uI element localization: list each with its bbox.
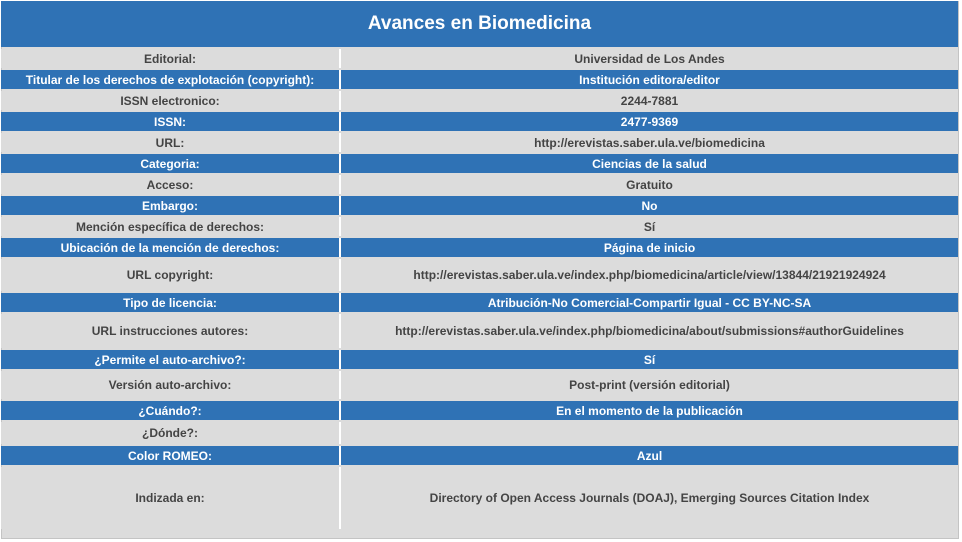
value-where <box>339 422 958 444</box>
label-author-guidelines: URL instrucciones autores: <box>1 314 339 348</box>
value-self-archiving: Sí <box>339 350 958 369</box>
row-romeo-color: Color ROMEO: Azul <box>1 446 958 465</box>
value-rights-mention: Sí <box>339 217 958 236</box>
row-indexed-in: Indizada en: Directory of Open Access Jo… <box>1 467 958 529</box>
value-category: Ciencias de la salud <box>339 154 958 173</box>
row-issn: ISSN: 2477-9369 <box>1 112 958 131</box>
row-editorial: Editorial: Universidad de Los Andes <box>1 49 958 68</box>
row-license-type: Tipo de licencia: Atribución-No Comercia… <box>1 293 958 312</box>
row-author-guidelines: URL instrucciones autores: http://erevis… <box>1 314 958 348</box>
label-url: URL: <box>1 133 339 152</box>
row-access: Acceso: Gratuito <box>1 175 958 194</box>
page-title: Avances en Biomedicina <box>1 1 958 47</box>
label-issn-electronic: ISSN electronico: <box>1 91 339 110</box>
row-self-archiving: ¿Permite el auto-archivo?: Sí <box>1 350 958 369</box>
row-archiving-version: Versión auto-archivo: Post-print (versió… <box>1 371 958 399</box>
row-url: URL: http://erevistas.saber.ula.ve/biome… <box>1 133 958 152</box>
value-issn-electronic: 2244-7881 <box>339 91 958 110</box>
label-archiving-version: Versión auto-archivo: <box>1 371 339 399</box>
label-indexed-in: Indizada en: <box>1 467 339 529</box>
label-when: ¿Cuándo?: <box>1 401 339 420</box>
value-url: http://erevistas.saber.ula.ve/biomedicin… <box>339 133 958 152</box>
row-where: ¿Dónde?: <box>1 422 958 444</box>
label-url-copyright: URL copyright: <box>1 259 339 291</box>
label-rights-mention: Mención específica de derechos: <box>1 217 339 236</box>
value-romeo-color: Azul <box>339 446 958 465</box>
value-indexed-in: Directory of Open Access Journals (DOAJ)… <box>339 467 958 529</box>
label-copyright-holder: Titular de los derechos de explotación (… <box>1 70 339 89</box>
row-url-copyright: URL copyright: http://erevistas.saber.ul… <box>1 259 958 291</box>
label-license-type: Tipo de licencia: <box>1 293 339 312</box>
row-rights-mention: Mención específica de derechos: Sí <box>1 217 958 236</box>
value-rights-location: Página de inicio <box>339 238 958 257</box>
label-where: ¿Dónde?: <box>1 422 339 444</box>
journal-details-table: Editorial: Universidad de Los Andes Titu… <box>1 47 958 531</box>
value-author-guidelines: http://erevistas.saber.ula.ve/index.php/… <box>339 314 958 348</box>
value-url-copyright: http://erevistas.saber.ula.ve/index.php/… <box>339 259 958 291</box>
label-editorial: Editorial: <box>1 49 339 68</box>
value-access: Gratuito <box>339 175 958 194</box>
label-self-archiving: ¿Permite el auto-archivo?: <box>1 350 339 369</box>
row-embargo: Embargo: No <box>1 196 958 215</box>
row-category: Categoria: Ciencias de la salud <box>1 154 958 173</box>
label-issn: ISSN: <box>1 112 339 131</box>
label-embargo: Embargo: <box>1 196 339 215</box>
value-editorial: Universidad de Los Andes <box>339 49 958 68</box>
row-rights-location: Ubicación de la mención de derechos: Pág… <box>1 238 958 257</box>
row-copyright-holder: Titular de los derechos de explotación (… <box>1 70 958 89</box>
value-issn: 2477-9369 <box>339 112 958 131</box>
label-category: Categoria: <box>1 154 339 173</box>
value-embargo: No <box>339 196 958 215</box>
row-issn-electronic: ISSN electronico: 2244-7881 <box>1 91 958 110</box>
value-archiving-version: Post-print (versión editorial) <box>339 371 958 399</box>
value-license-type: Atribución-No Comercial-Compartir Igual … <box>339 293 958 312</box>
row-when: ¿Cuándo?: En el momento de la publicació… <box>1 401 958 420</box>
label-romeo-color: Color ROMEO: <box>1 446 339 465</box>
label-rights-location: Ubicación de la mención de derechos: <box>1 238 339 257</box>
value-when: En el momento de la publicación <box>339 401 958 420</box>
label-access: Acceso: <box>1 175 339 194</box>
value-copyright-holder: Institución editora/editor <box>339 70 958 89</box>
